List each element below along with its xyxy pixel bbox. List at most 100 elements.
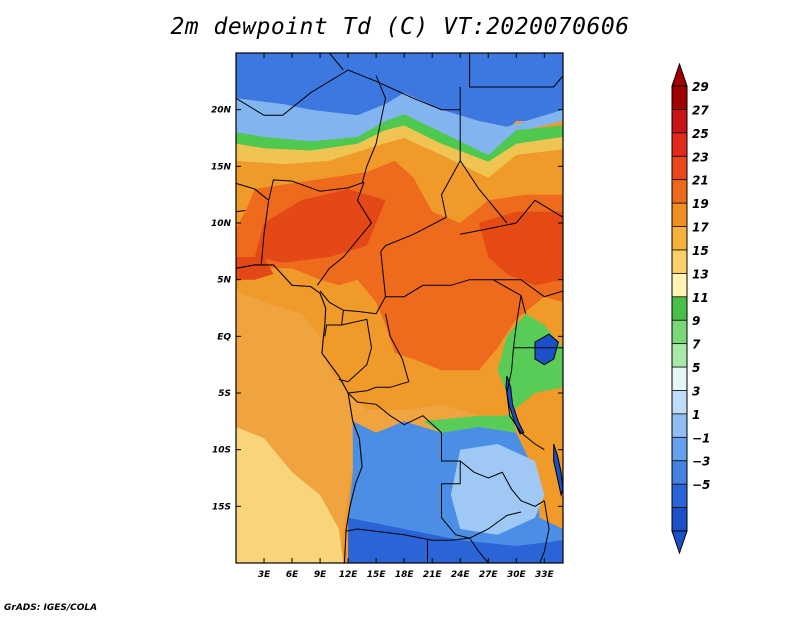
y-tick-label: EQ: [217, 332, 231, 342]
country-border: [361, 75, 387, 184]
colorbar-swatch: [672, 507, 687, 532]
dewpoint-region-ocean-light: [236, 427, 344, 563]
colorbar-bottom-arrow: [671, 530, 688, 555]
colorbar-swatch: [672, 413, 687, 438]
grads-credit: GrADS: IGES/COLA: [4, 603, 98, 613]
colorbar-level-label: 1: [692, 408, 700, 422]
y-tick-label: 10S: [212, 446, 231, 456]
colorbar: 29 27 25 23 21 19 17 15 13 11 9 7 5 3 1 −1 −3 −5: [671, 62, 710, 555]
x-tick-label: 30E: [507, 570, 527, 580]
country-border: [459, 160, 508, 224]
y-tick-label: 10N: [211, 219, 232, 229]
dewpoint-field: [236, 53, 563, 563]
colorbar-swatch: [672, 484, 687, 508]
map-frame: [235, 52, 564, 564]
country-border: [469, 53, 563, 88]
coastline: [236, 264, 363, 563]
country-border: [385, 279, 527, 314]
colorbar-swatch: [672, 226, 687, 251]
colorbar-swatch: [672, 273, 687, 298]
country-border: [348, 313, 410, 394]
colorbar-level-label: 17: [692, 221, 709, 235]
dewpoint-region-sahara-light: [236, 92, 563, 155]
x-tick-label: 6E: [286, 570, 299, 580]
lake-outline: [534, 333, 559, 366]
longitude-axis: 3E 6E 9E 12E 15E 18E 21E 24E 27E 30E 33E: [258, 53, 555, 580]
colorbar-level-label: 15: [692, 244, 709, 258]
colorbar-level-label: 19: [692, 197, 709, 211]
y-tick-label: 15N: [211, 162, 232, 172]
lake-outline: [553, 443, 563, 497]
dewpoint-region-nigeria-core: [254, 189, 386, 263]
colorbar-swatch: [672, 86, 687, 110]
colorbar-swatch: [672, 249, 687, 274]
x-tick-label: 27E: [479, 570, 499, 580]
colorbar-swatch: [672, 460, 687, 485]
colorbar-swatch: [672, 156, 687, 181]
colorbar-level-label: −5: [692, 478, 710, 492]
colorbar-level-label: −1: [692, 431, 710, 445]
country-border: [347, 392, 470, 539]
colorbar-swatch: [672, 109, 687, 134]
colorbar-swatch: [672, 179, 687, 204]
country-border: [460, 199, 563, 235]
colorbar-swatch: [672, 367, 687, 391]
dewpoint-region-west-core: [236, 257, 274, 280]
dewpoint-region-sahel-yellow: [236, 125, 563, 184]
colorbar-top-arrow: [671, 62, 688, 87]
country-border: [329, 53, 344, 71]
x-tick-label: 24E: [451, 570, 471, 580]
country-border: [316, 182, 373, 286]
country-border: [236, 69, 461, 116]
country-border: [539, 500, 550, 563]
country-border: [345, 511, 522, 541]
x-tick-label: 15E: [367, 570, 387, 580]
map-title: 2m dewpoint Td (C) VT:2020070606: [170, 14, 630, 40]
x-tick-label: 21E: [423, 570, 443, 580]
country-border: [260, 200, 270, 265]
dewpoint-region-sw-blue: [348, 517, 563, 563]
y-tick-label: 5S: [218, 389, 231, 399]
x-tick-label: 33E: [535, 570, 555, 580]
colorbar-level-label: 3: [692, 385, 700, 399]
x-tick-label: 18E: [395, 570, 415, 580]
colorbar-level-label: 7: [692, 338, 701, 352]
country-border: [506, 295, 545, 451]
x-tick-label: 9E: [314, 570, 327, 580]
colorbar-swatch: [672, 390, 687, 415]
x-tick-label: 3E: [258, 570, 271, 580]
colorbar-level-label: 27: [692, 103, 709, 117]
dewpoint-region-south-green: [422, 313, 563, 433]
y-tick-label: 5N: [217, 276, 231, 286]
colorbar-level-label: 13: [692, 267, 709, 281]
colorbar-swatch: [672, 320, 687, 344]
country-border: [469, 537, 489, 563]
country-border: [324, 310, 344, 337]
country-border: [441, 460, 545, 507]
country-borders: [236, 53, 563, 563]
colorbar-swatch: [672, 296, 687, 321]
y-tick-label: 15S: [212, 502, 231, 512]
latitude-axis: 20N 15N 10N 5N EQ 5S 10S 15S: [211, 106, 563, 512]
country-border: [338, 318, 373, 383]
colorbar-swatch: [672, 437, 687, 462]
colorbar-level-label: 9: [692, 314, 700, 328]
colorbar-swatch: [672, 343, 687, 368]
colorbar-swatch: [672, 132, 687, 157]
colorbar-level-label: 29: [692, 80, 709, 94]
country-border: [492, 279, 563, 298]
colorbar-swatch: [672, 203, 687, 227]
colorbar-level-label: 5: [692, 361, 700, 375]
country-border: [236, 210, 246, 213]
x-tick-label: 12E: [339, 570, 359, 580]
dewpoint-region-nile-core: [478, 211, 563, 286]
y-tick-label: 20N: [211, 106, 232, 116]
colorbar-frame: [671, 85, 688, 532]
colorbar-level-label: −3: [692, 455, 710, 469]
colorbar-level-label: 23: [692, 150, 709, 164]
colorbar-level-label: 21: [692, 174, 709, 188]
colorbar-level-label: 25: [692, 127, 709, 141]
country-border: [236, 179, 365, 202]
